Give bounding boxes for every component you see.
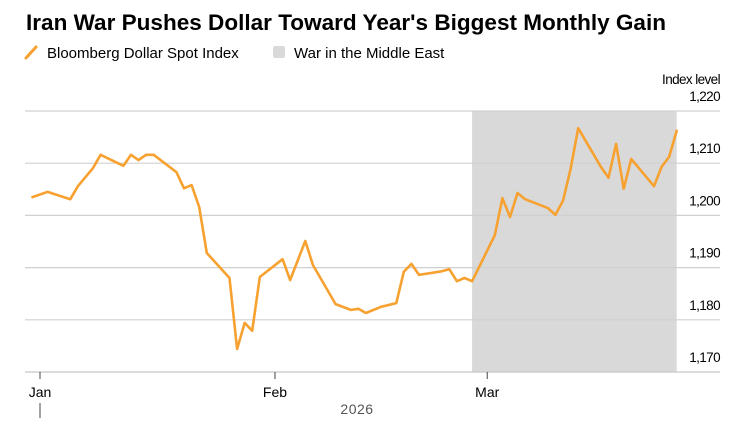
year-label: 2026	[340, 401, 373, 417]
legend-label-index: Bloomberg Dollar Spot Index	[47, 45, 239, 62]
y-tick-label: 1,200	[689, 193, 720, 208]
y-tick-label: 1,210	[689, 141, 720, 156]
legend-label-war: War in the Middle East	[294, 45, 445, 62]
x-tick-label: Mar	[475, 384, 499, 400]
series-line-dollar-index	[31, 126, 678, 351]
y-tick-label: 1,220	[689, 89, 720, 104]
y-tick-label: 1,190	[689, 246, 720, 261]
chart-title: Iran War Pushes Dollar Toward Year's Big…	[26, 10, 666, 35]
legend-shade-icon	[273, 46, 285, 58]
x-tick-label: Feb	[263, 384, 287, 400]
y-tick-label: 1,180	[689, 298, 720, 313]
x-tick-label: Jan	[29, 384, 52, 400]
y-axis-label: Index level	[662, 72, 721, 87]
y-tick-label: 1,170	[689, 350, 720, 365]
legend-line-icon	[24, 45, 38, 60]
legend: Bloomberg Dollar Spot Index War in the M…	[24, 45, 445, 62]
